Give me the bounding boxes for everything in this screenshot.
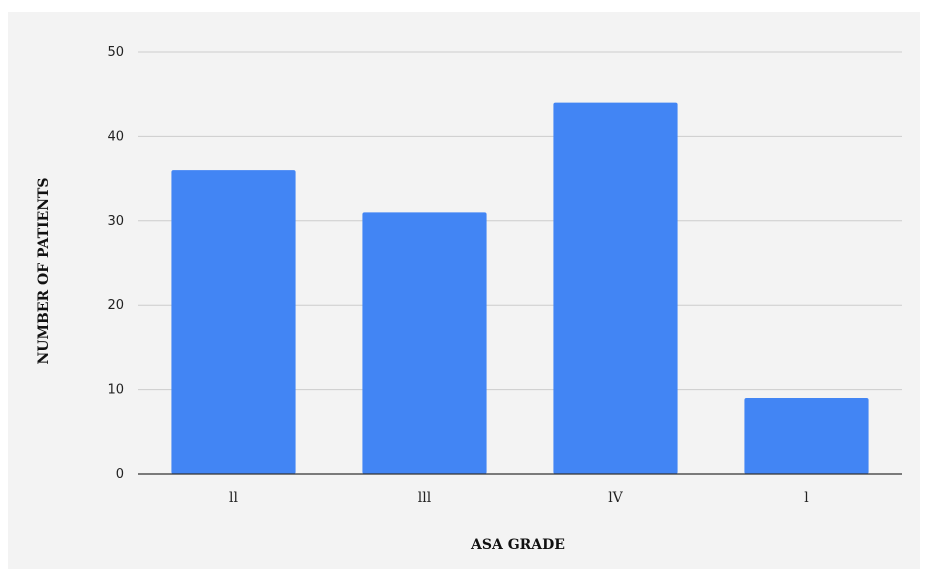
y-axis-title: NUMBER OF PATIENTS <box>36 177 52 364</box>
y-tick-label: 30 <box>107 214 124 229</box>
x-axis-title: ASA GRADE <box>470 537 565 553</box>
bar <box>171 170 296 474</box>
x-tick-label: lll <box>418 490 432 506</box>
x-tick-label: ll <box>229 490 238 506</box>
x-tick-label: lV <box>608 490 623 506</box>
y-tick-label: 40 <box>107 129 124 144</box>
y-tick-label: 20 <box>107 298 124 313</box>
bars <box>171 102 869 475</box>
y-tick-label: 0 <box>116 467 124 482</box>
y-tick-label: 50 <box>107 45 124 60</box>
bar <box>362 212 487 475</box>
y-tick-label: 10 <box>107 383 124 398</box>
bar <box>553 102 678 474</box>
x-tick-label: l <box>804 490 809 506</box>
x-tick-labels: ll lll lV l <box>229 490 809 506</box>
bar <box>744 398 869 474</box>
y-tick-labels: 0 10 20 30 40 50 <box>107 45 124 482</box>
chart-frame: 0 10 20 30 40 50 ll lll lV l ASA GRADE NUMBER OF… <box>8 12 920 569</box>
